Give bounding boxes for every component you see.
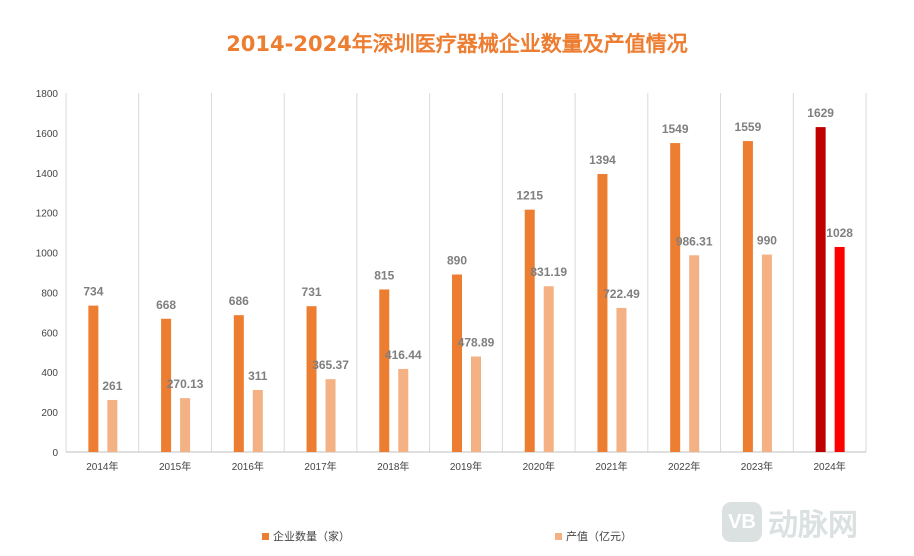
data-label: 1394 bbox=[589, 153, 616, 167]
x-tick-label: 2024年 bbox=[814, 460, 846, 473]
data-label: 1629 bbox=[807, 106, 834, 120]
bar-output bbox=[761, 254, 772, 452]
y-tick-label: 400 bbox=[41, 368, 58, 379]
bar-enterprises bbox=[233, 315, 244, 452]
data-label: 734 bbox=[83, 285, 103, 299]
bar-enterprises bbox=[597, 173, 608, 453]
bar-enterprises bbox=[161, 318, 172, 452]
data-label: 478.89 bbox=[458, 335, 495, 349]
bar-enterprises bbox=[379, 289, 390, 452]
y-tick-label: 1800 bbox=[36, 89, 59, 100]
y-tick-label: 200 bbox=[41, 408, 58, 419]
chart-title: 2014-2024年深圳医疗器械企业数量及产值情况 bbox=[226, 32, 688, 56]
data-label: 270.13 bbox=[167, 377, 204, 391]
data-label: 990 bbox=[757, 234, 777, 248]
bar-enterprises bbox=[306, 306, 317, 452]
data-label: 668 bbox=[156, 298, 176, 312]
legend-label: 产值（亿元） bbox=[566, 531, 632, 543]
data-label: 890 bbox=[447, 253, 467, 267]
x-tick-label: 2016年 bbox=[232, 460, 264, 473]
x-tick-label: 2019年 bbox=[450, 460, 482, 473]
bar-output bbox=[689, 255, 700, 452]
y-tick-label: 800 bbox=[41, 288, 58, 299]
bar-output bbox=[834, 246, 845, 452]
y-tick-label: 1600 bbox=[36, 129, 59, 140]
legend-label: 企业数量（家） bbox=[273, 531, 350, 543]
bar-chart: 0 200 400 600 800 1000 1200 1400 1600 1800 2014年 73… bbox=[36, 89, 867, 473]
bar-enterprises bbox=[88, 305, 99, 452]
bar-output bbox=[107, 399, 118, 452]
data-label: 686 bbox=[229, 294, 249, 308]
legend-swatch bbox=[555, 532, 562, 540]
bar-output bbox=[616, 307, 627, 452]
data-label: 1028 bbox=[826, 226, 853, 240]
data-label: 311 bbox=[248, 369, 268, 383]
x-tick-label: 2023年 bbox=[741, 460, 773, 473]
bar-enterprises bbox=[670, 143, 681, 453]
bar-output bbox=[180, 398, 191, 452]
data-label: 815 bbox=[374, 268, 394, 282]
data-label: 831.19 bbox=[530, 265, 567, 279]
y-tick-label: 1400 bbox=[36, 169, 59, 180]
bar-output bbox=[398, 368, 409, 452]
bar-output bbox=[471, 356, 481, 452]
x-tick-label: 2020年 bbox=[523, 460, 555, 473]
bar-enterprises bbox=[815, 127, 826, 452]
bar-enterprises bbox=[452, 274, 462, 452]
x-tick-label: 2014年 bbox=[86, 460, 118, 473]
bar-enterprises bbox=[524, 209, 535, 452]
data-label: 1559 bbox=[735, 120, 762, 134]
data-label: 416.44 bbox=[385, 348, 422, 362]
x-tick-label: 2017年 bbox=[304, 460, 336, 473]
bar-output bbox=[325, 379, 336, 452]
legend-item-enterprises: 企业数量（家） bbox=[262, 528, 350, 544]
data-label: 731 bbox=[302, 285, 322, 299]
data-label: 261 bbox=[102, 379, 122, 393]
data-label: 1549 bbox=[662, 122, 689, 136]
x-tick-label: 2022年 bbox=[668, 460, 700, 473]
bar-enterprises bbox=[742, 141, 753, 453]
data-label: 986.31 bbox=[676, 234, 713, 248]
bar-output bbox=[252, 389, 263, 452]
y-tick-label: 1200 bbox=[36, 209, 59, 220]
vb-logo-icon: VB bbox=[722, 502, 762, 542]
legend-item-output: 产值（亿元） bbox=[555, 528, 632, 544]
data-label: 1215 bbox=[516, 189, 543, 203]
x-tick-label: 2018年 bbox=[377, 460, 409, 473]
bar-output bbox=[543, 286, 554, 452]
data-label: 722.49 bbox=[603, 287, 640, 301]
legend-swatch bbox=[262, 532, 269, 540]
watermark-text: 动脉网 bbox=[768, 508, 858, 543]
y-tick-label: 600 bbox=[41, 328, 58, 339]
y-tick-label: 1000 bbox=[36, 249, 59, 260]
watermark-logo: VB 动脉网 bbox=[722, 500, 858, 544]
data-label: 365.37 bbox=[312, 358, 349, 372]
y-tick-label: 0 bbox=[52, 448, 58, 459]
x-tick-label: 2015年 bbox=[159, 460, 191, 473]
x-tick-label: 2021年 bbox=[595, 460, 627, 473]
